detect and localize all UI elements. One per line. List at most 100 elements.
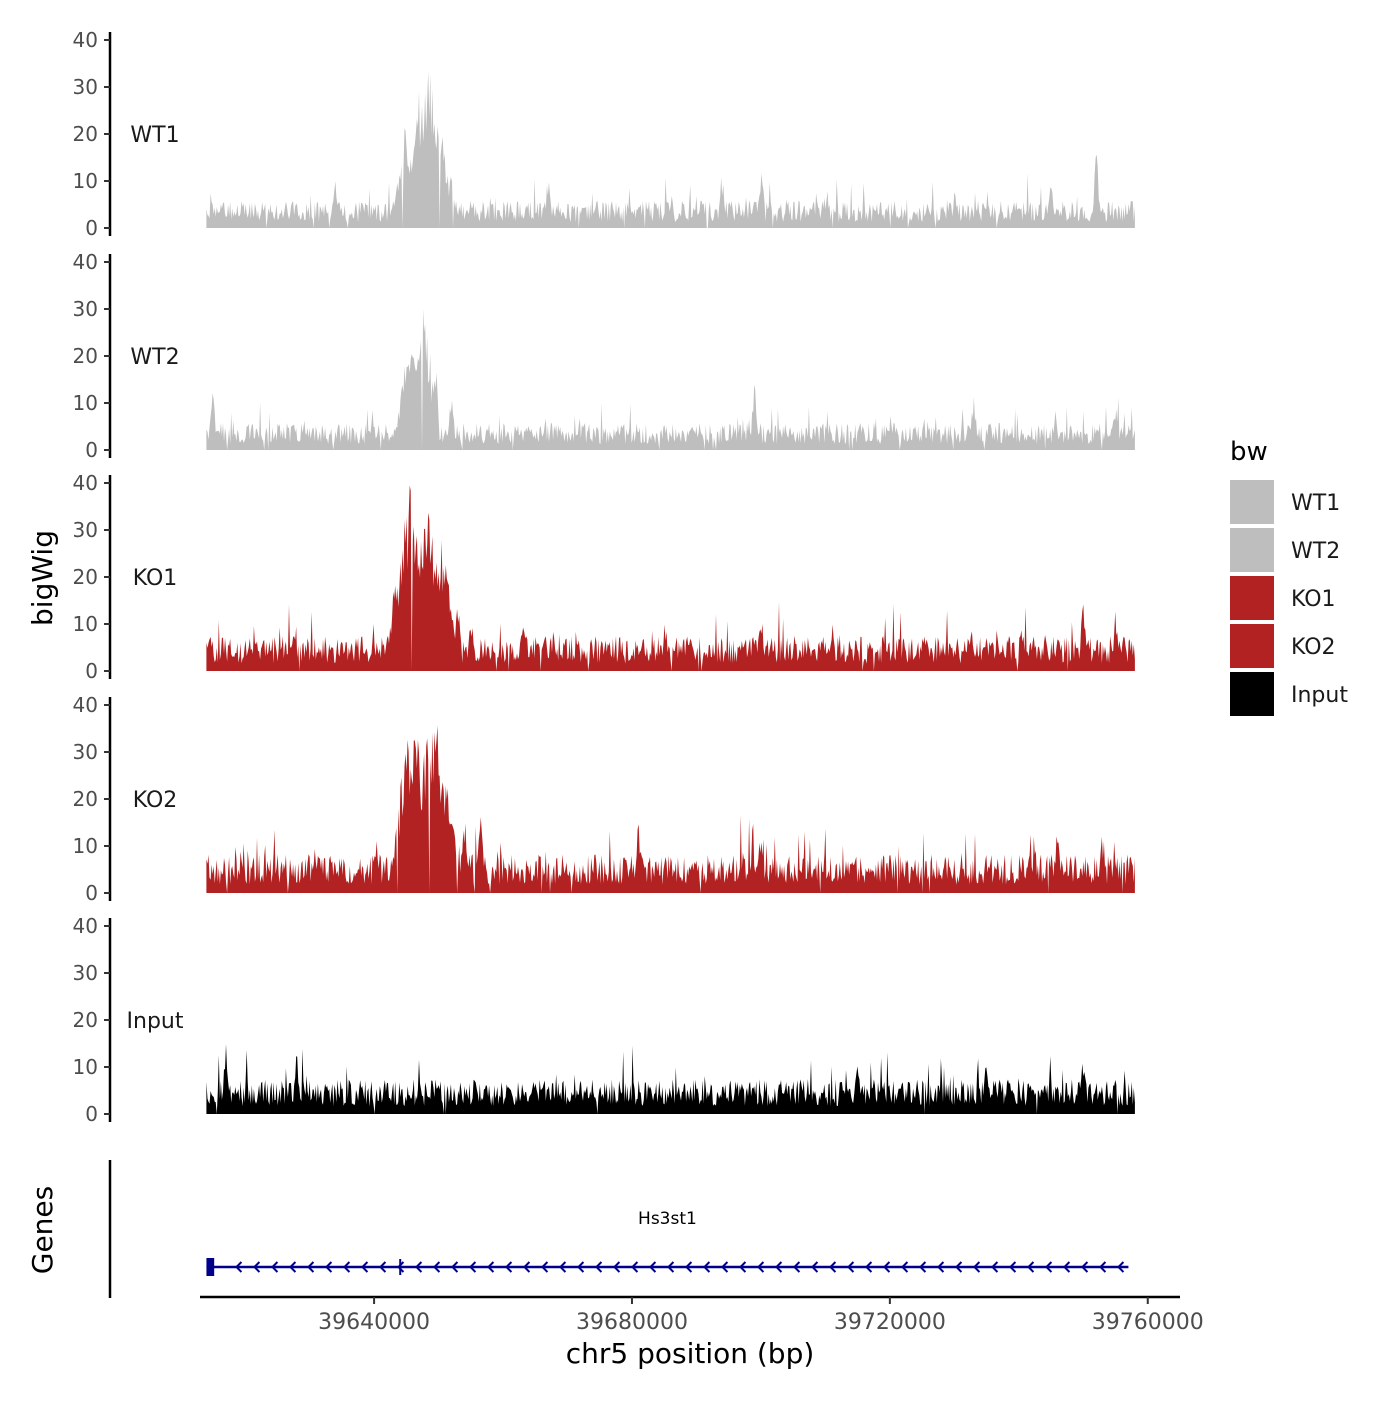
strand-arrow [325,1261,333,1273]
strand-arrow [253,1261,261,1273]
x-tick-label: 39640000 [318,1310,430,1335]
y-tick-label: 40 [73,914,98,938]
y-tick-label: 0 [85,438,98,462]
legend-swatch-wt1 [1230,480,1274,524]
strand-arrow [991,1261,999,1273]
legend-label-input: Input [1291,683,1348,708]
tracks-layer: 0 10 20 30 40 WT1 0 10 20 30 40 WT2 0 10 20 30 40 KO1 0 10 2… [73,28,1135,1126]
y-tick-label: 10 [73,169,98,193]
strand-arrow [1063,1261,1071,1273]
legend-label-wt2: WT2 [1291,539,1340,564]
genes-layer: Hs3st1 [108,1160,1129,1298]
strand-arrow [343,1261,351,1273]
signal-area-input [206,1044,1135,1114]
strand-arrow [937,1261,945,1273]
y-tick-label: 20 [73,1008,98,1032]
y-tick-label: 0 [85,659,98,683]
strand-arrow [775,1261,783,1273]
strand-arrow [289,1261,297,1273]
legend-swatch-ko2 [1230,624,1274,668]
strand-arrow [1045,1261,1053,1273]
legend: bw WT1 WT2 KO1 KO2 Input [1230,437,1348,716]
strand-arrow [793,1261,801,1273]
x-tick-label: 39680000 [576,1310,688,1335]
strand-arrow [865,1261,873,1273]
signal-area-wt2 [206,309,1135,450]
y-tick-label: 20 [73,122,98,146]
strand-arrow [667,1261,675,1273]
strand-arrow [1009,1261,1017,1273]
strand-arrow [649,1261,657,1273]
track-input: 0 10 20 30 40 Input [73,914,1135,1126]
strand-arrow [379,1261,387,1273]
track-label: KO1 [133,566,178,591]
legend-swatch-wt2 [1230,528,1274,572]
strand-arrow [415,1261,423,1273]
strand-arrow [559,1261,567,1273]
y-tick-label: 0 [85,216,98,240]
track-label: WT1 [130,123,179,148]
strand-arrow [505,1261,513,1273]
y-tick-label: 20 [73,565,98,589]
y-tick-label: 10 [73,391,98,415]
signal-area-ko1 [206,485,1135,671]
strand-arrow [433,1261,441,1273]
strand-arrow [1027,1261,1035,1273]
strand-arrow [631,1261,639,1273]
track-ko1: 0 10 20 30 40 KO1 [73,471,1135,683]
legend-label-ko1: KO1 [1291,587,1336,612]
track-label: WT2 [130,345,179,370]
y-tick-label: 40 [73,250,98,274]
y-tick-label: 30 [73,740,98,764]
y-tick-label: 40 [73,693,98,717]
strand-arrow [847,1261,855,1273]
strand-arrow [271,1261,279,1273]
x-axis: 39640000 39680000 39720000 39760000 [200,1295,1204,1335]
x-tick-label: 39720000 [834,1310,946,1335]
strand-arrow [595,1261,603,1273]
strand-arrow [451,1261,459,1273]
track-label: Input [127,1009,184,1034]
strand-arrow [307,1261,315,1273]
track-wt2: 0 10 20 30 40 WT2 [73,250,1135,462]
strand-arrow [811,1261,819,1273]
y-tick-label: 30 [73,518,98,542]
strand-arrow [955,1261,963,1273]
strand-arrow [361,1261,369,1273]
signal-area-wt1 [206,71,1135,228]
legend-swatch-ko1 [1230,576,1274,620]
y-tick-label: 0 [85,881,98,905]
y-tick-label: 10 [73,834,98,858]
y-axis-title: bigWig [26,530,59,626]
genes-track-title: Genes [26,1186,59,1274]
legend-label-ko2: KO2 [1291,635,1336,660]
y-tick-label: 30 [73,297,98,321]
x-tick-label: 39760000 [1092,1310,1204,1335]
strand-arrow [541,1261,549,1273]
strand-arrow [829,1261,837,1273]
y-tick-label: 30 [73,75,98,99]
gene-exon [399,1259,402,1275]
y-tick-label: 20 [73,787,98,811]
strand-arrow [685,1261,693,1273]
strand-arrow [613,1261,621,1273]
strand-arrow [901,1261,909,1273]
strand-arrow [577,1261,585,1273]
track-ko2: 0 10 20 30 40 KO2 [73,693,1135,905]
strand-arrow [487,1261,495,1273]
y-tick-label: 30 [73,961,98,985]
legend-title: bw [1230,437,1268,467]
strand-arrow [919,1261,927,1273]
strand-arrow [883,1261,891,1273]
track-wt1: 0 10 20 30 40 WT1 [73,28,1135,240]
legend-label-wt1: WT1 [1291,491,1340,516]
y-tick-label: 0 [85,1102,98,1126]
strand-arrow [739,1261,747,1273]
strand-arrow [523,1261,531,1273]
gene-exon [206,1258,215,1276]
strand-arrow [1099,1261,1107,1273]
strand-arrow [757,1261,765,1273]
legend-swatch-input [1230,672,1274,716]
